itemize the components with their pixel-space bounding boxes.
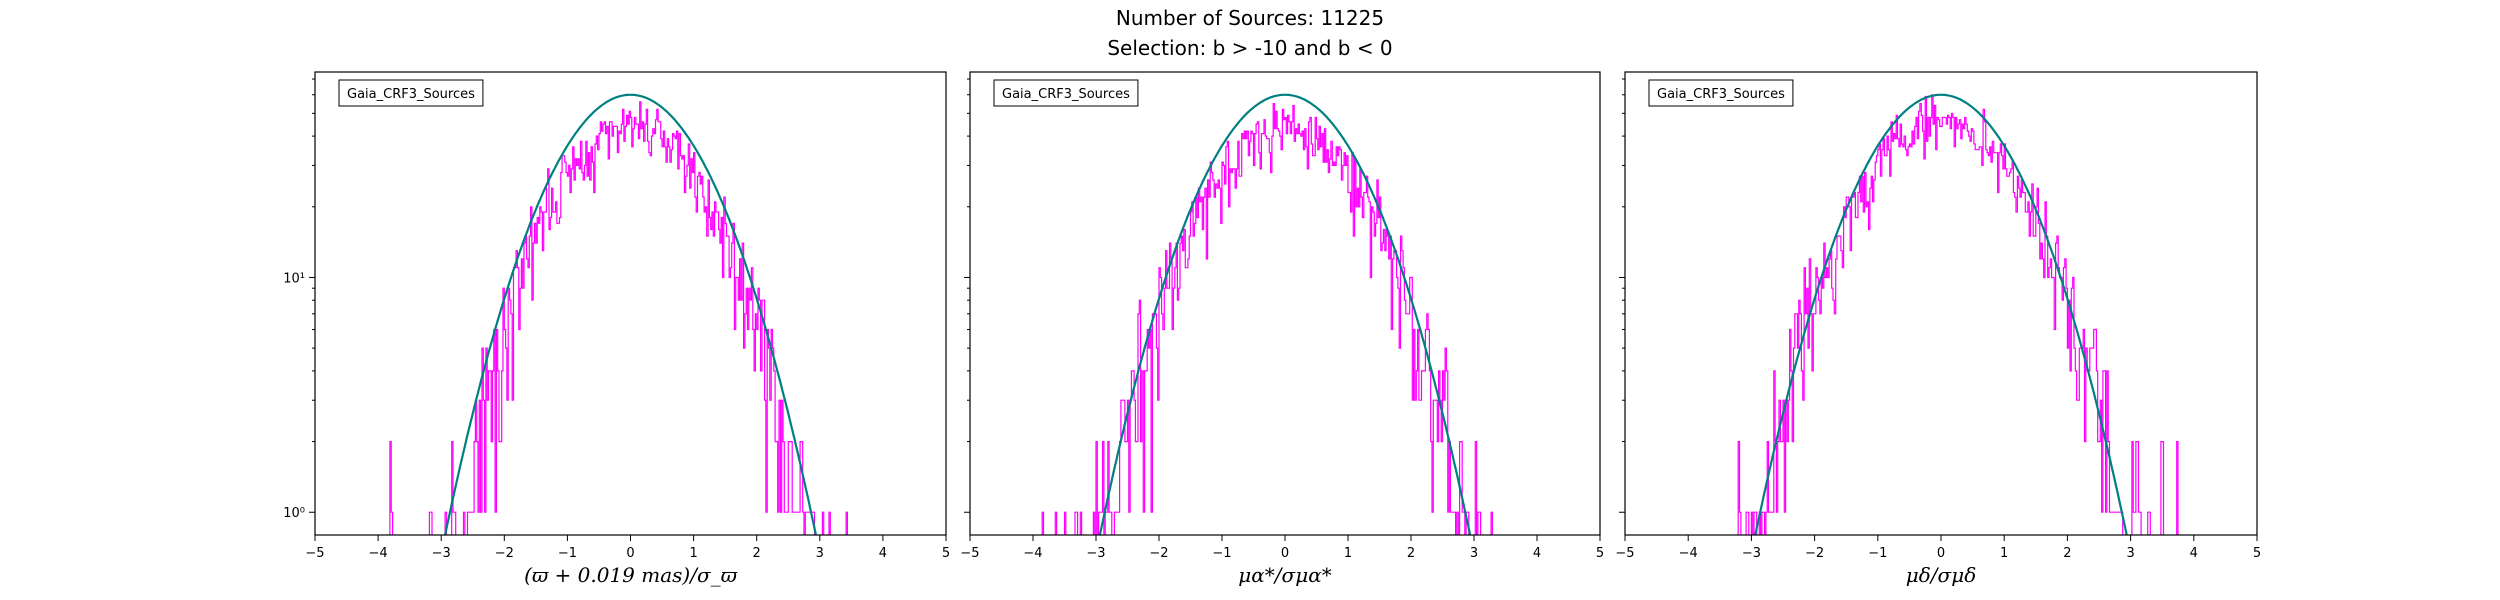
gaussian-fit-line <box>1098 93 1472 535</box>
x-tick-label: 2 <box>1407 546 1415 561</box>
x-tick-label: −1 <box>1868 546 1887 561</box>
x-tick-label: 4 <box>2190 546 2198 561</box>
legend-label: Gaia_CRF3_Sources <box>347 87 475 102</box>
legend-box <box>1648 79 1794 107</box>
y-tick-label: 10¹ <box>283 271 305 286</box>
x-tick-label: 1 <box>1344 546 1352 561</box>
x-tick-label: 3 <box>816 546 824 561</box>
legend-label: Gaia_CRF3_Sources <box>1657 87 1785 102</box>
x-tick-label: 2 <box>753 546 761 561</box>
x-tick-label: −5 <box>960 546 979 561</box>
x-tick-label: −2 <box>1149 546 1168 561</box>
x-tick-label: 3 <box>1470 546 1478 561</box>
x-tick-label: 5 <box>1596 546 1604 561</box>
x-tick-label: −4 <box>1679 546 1698 561</box>
x-tick-label: −2 <box>1805 546 1824 561</box>
x-tick-label: 0 <box>626 546 634 561</box>
x-axis-label: μα*/σμα* <box>1238 563 1331 587</box>
legend-box <box>338 79 484 107</box>
histogram-series <box>389 101 848 535</box>
axes-frame <box>314 71 947 536</box>
x-tick-label: −3 <box>1086 546 1105 561</box>
x-tick-label: −3 <box>432 546 451 561</box>
axes-frame <box>969 71 1601 536</box>
x-tick-label: 1 <box>689 546 697 561</box>
x-tick-label: 1 <box>2000 546 2008 561</box>
legend: Gaia_CRF3_Sources <box>993 79 1139 107</box>
x-tick-label: −5 <box>1615 546 1634 561</box>
gaussian-fit-line <box>443 93 818 535</box>
x-tick-label: −4 <box>369 546 388 561</box>
axes-frame <box>1624 71 2258 536</box>
x-tick-label: −4 <box>1023 546 1042 561</box>
chart-panel-2: −5 −4 −3 −2 −1 0 1 2 3 4 5 μα*/σμα* Gaia_CRF3_Source… <box>960 71 1604 587</box>
plot-area <box>1041 93 1493 535</box>
chart-panel-1: −5 −4 −3 −2 −1 0 1 2 3 4 5 10⁰ 10¹ (ϖ + 0.019 mas)/σ_… <box>283 71 950 587</box>
x-tick-label: −1 <box>1212 546 1231 561</box>
x-tick-label: 5 <box>942 546 950 561</box>
x-axis-label: μδ/σμδ <box>1906 563 1976 587</box>
x-tick-label: 4 <box>879 546 887 561</box>
figure-title: Number of Sources: 11225 <box>1115 6 1385 30</box>
plot-area <box>389 93 848 535</box>
plot-area <box>1737 93 2179 535</box>
chart-panel-3: −5 −4 −3 −2 −1 0 1 2 3 4 5 μδ/σμδ Gaia_CRF3_Sources <box>1615 71 2261 587</box>
histogram-series <box>1737 94 2179 535</box>
x-tick-label: 2 <box>2063 546 2071 561</box>
x-tick-label: −3 <box>1742 546 1761 561</box>
x-tick-label: −1 <box>558 546 577 561</box>
legend-box <box>993 79 1139 107</box>
x-tick-label: −2 <box>495 546 514 561</box>
figure-subtitle: Selection: b > -10 and b < 0 <box>1107 36 1393 60</box>
legend-label: Gaia_CRF3_Sources <box>1002 87 1130 102</box>
gaussian-fit-line <box>1754 93 2128 535</box>
x-tick-label: −5 <box>305 546 324 561</box>
histogram-series <box>1041 103 1493 535</box>
x-tick-label: 4 <box>1533 546 1541 561</box>
legend: Gaia_CRF3_Sources <box>338 79 484 107</box>
legend: Gaia_CRF3_Sources <box>1648 79 1794 107</box>
x-axis-label: (ϖ + 0.019 mas)/σ_ϖ <box>524 563 738 587</box>
y-tick-label: 10⁰ <box>283 506 305 521</box>
x-tick-label: 0 <box>1281 546 1289 561</box>
x-tick-label: 0 <box>1937 546 1945 561</box>
x-tick-label: 5 <box>2253 546 2261 561</box>
x-tick-label: 3 <box>2126 546 2134 561</box>
